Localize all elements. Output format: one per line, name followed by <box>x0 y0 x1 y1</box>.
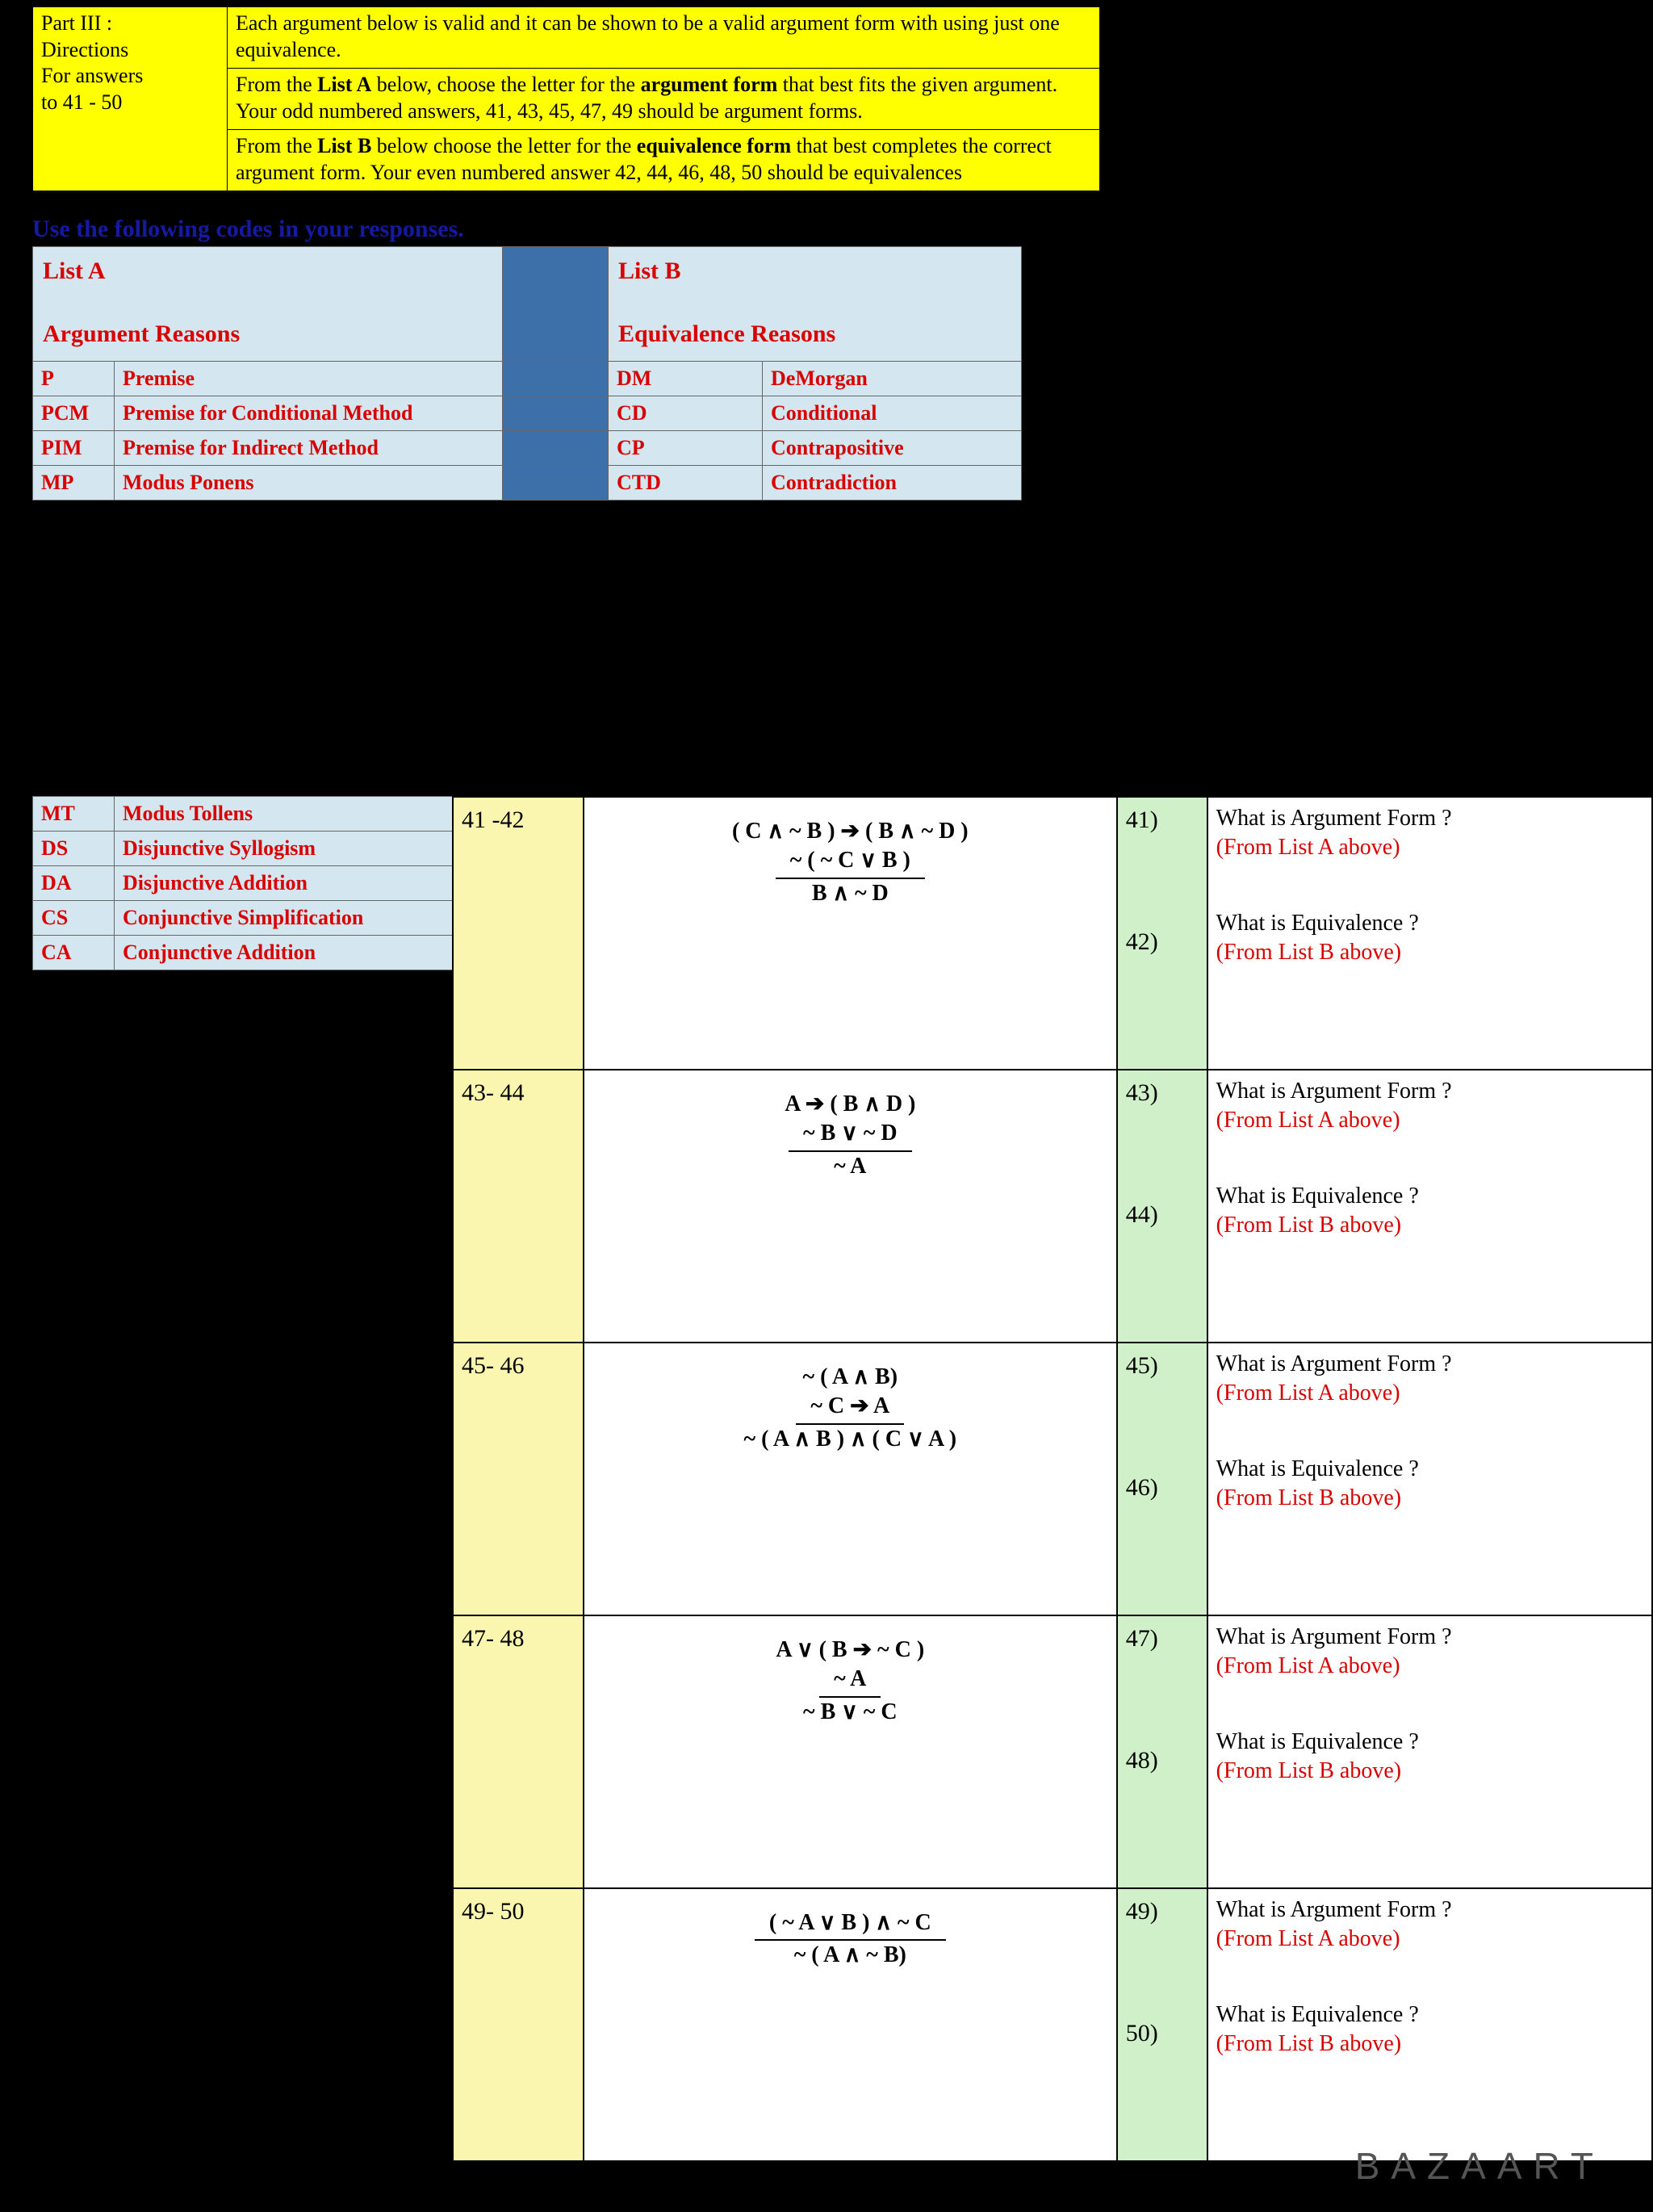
directions-row2: From the List A below, choose the letter… <box>228 69 1100 130</box>
problem-row: 49- 50( ~ A ∨ B ) ∧ ~ C~ ( A ∧ ~ B)49)50… <box>453 1888 1652 2161</box>
problem-argument: ( ~ A ∨ B ) ∧ ~ C~ ( A ∧ ~ B) <box>584 1888 1117 2161</box>
problem-range: 47- 48 <box>453 1615 584 1888</box>
problem-range: 49- 50 <box>453 1888 584 2161</box>
page: Part III : Directions For answers to 41 … <box>0 6 1653 2212</box>
codes-row: CA Conjunctive Addition <box>33 936 503 970</box>
directions-row3: From the List B below choose the letter … <box>228 130 1100 191</box>
directions-label-line: to 41 - 50 <box>41 90 122 114</box>
codes-row: PCM Premise for Conditional Method CD Co… <box>33 396 1022 431</box>
directions-table: Part III : Directions For answers to 41 … <box>32 6 1100 191</box>
problem-numbers: 49)50) <box>1117 1888 1207 2161</box>
problem-numbers: 43)44) <box>1117 1070 1207 1343</box>
problem-questions: What is Argument Form ?(From List A abov… <box>1207 1888 1652 2161</box>
codes-row: P Premise DM DeMorgan <box>33 362 1022 396</box>
problem-range: 45- 46 <box>453 1343 584 1615</box>
codes-divider <box>503 247 609 362</box>
directions-label-line: Directions <box>41 38 128 61</box>
list-b-header: List B Equivalence Reasons <box>609 247 1022 362</box>
directions-row1: Each argument below is valid and it can … <box>228 7 1100 69</box>
problem-argument: ( C ∧ ~ B ) ➔ ( B ∧ ~ D )~ ( ~ C ∨ B )B … <box>584 797 1117 1070</box>
problem-argument: A ∨ ( B ➔ ~ C )~ A~ B ∨ ~ C <box>584 1615 1117 1888</box>
problem-range: 43- 44 <box>453 1070 584 1343</box>
problem-argument: A ➔ ( B ∧ D )~ B ∨ ~ D~ A <box>584 1070 1117 1343</box>
problem-questions: What is Argument Form ?(From List A abov… <box>1207 797 1652 1070</box>
directions-label: Part III : Directions For answers to 41 … <box>33 7 228 191</box>
codes-row: DS Disjunctive Syllogism <box>33 832 503 866</box>
codes-row: DA Disjunctive Addition <box>33 866 503 901</box>
directions-label-line: Part III : <box>41 11 112 35</box>
codes-row: MT Modus Tollens <box>33 797 503 832</box>
watermark: BAZAART <box>1355 2144 1605 2188</box>
problem-row: 41 -42( C ∧ ~ B ) ➔ ( B ∧ ~ D )~ ( ~ C ∨… <box>453 797 1652 1070</box>
problem-range: 41 -42 <box>453 797 584 1070</box>
codes-table-lower: MT Modus Tollens DS Disjunctive Syllogis… <box>32 796 503 970</box>
problem-numbers: 45)46) <box>1117 1343 1207 1615</box>
problems-table: 41 -42( C ∧ ~ B ) ➔ ( B ∧ ~ D )~ ( ~ C ∨… <box>452 796 1653 2162</box>
codes-heading: Use the following codes in your response… <box>32 216 1653 243</box>
problem-numbers: 41)42) <box>1117 797 1207 1070</box>
problem-row: 43- 44A ➔ ( B ∧ D )~ B ∨ ~ D~ A43)44)Wha… <box>453 1070 1652 1343</box>
problem-argument: ~ ( A ∧ B)~ C ➔ A~ ( A ∧ B ) ∧ ( C ∨ A ) <box>584 1343 1117 1615</box>
problem-questions: What is Argument Form ?(From List A abov… <box>1207 1343 1652 1615</box>
directions-label-line: For answers <box>41 64 143 87</box>
problem-row: 47- 48A ∨ ( B ➔ ~ C )~ A~ B ∨ ~ C47)48)W… <box>453 1615 1652 1888</box>
problem-questions: What is Argument Form ?(From List A abov… <box>1207 1615 1652 1888</box>
codes-table: List A Argument Reasons List B Equivalen… <box>32 246 1022 501</box>
problem-numbers: 47)48) <box>1117 1615 1207 1888</box>
problem-row: 45- 46~ ( A ∧ B)~ C ➔ A~ ( A ∧ B ) ∧ ( C… <box>453 1343 1652 1615</box>
problem-questions: What is Argument Form ?(From List A abov… <box>1207 1070 1652 1343</box>
codes-row: MP Modus Ponens CTD Contradiction <box>33 466 1022 501</box>
list-a-header: List A Argument Reasons <box>33 247 503 362</box>
codes-row: CS Conjunctive Simplification <box>33 901 503 936</box>
codes-row: PIM Premise for Indirect Method CP Contr… <box>33 431 1022 466</box>
